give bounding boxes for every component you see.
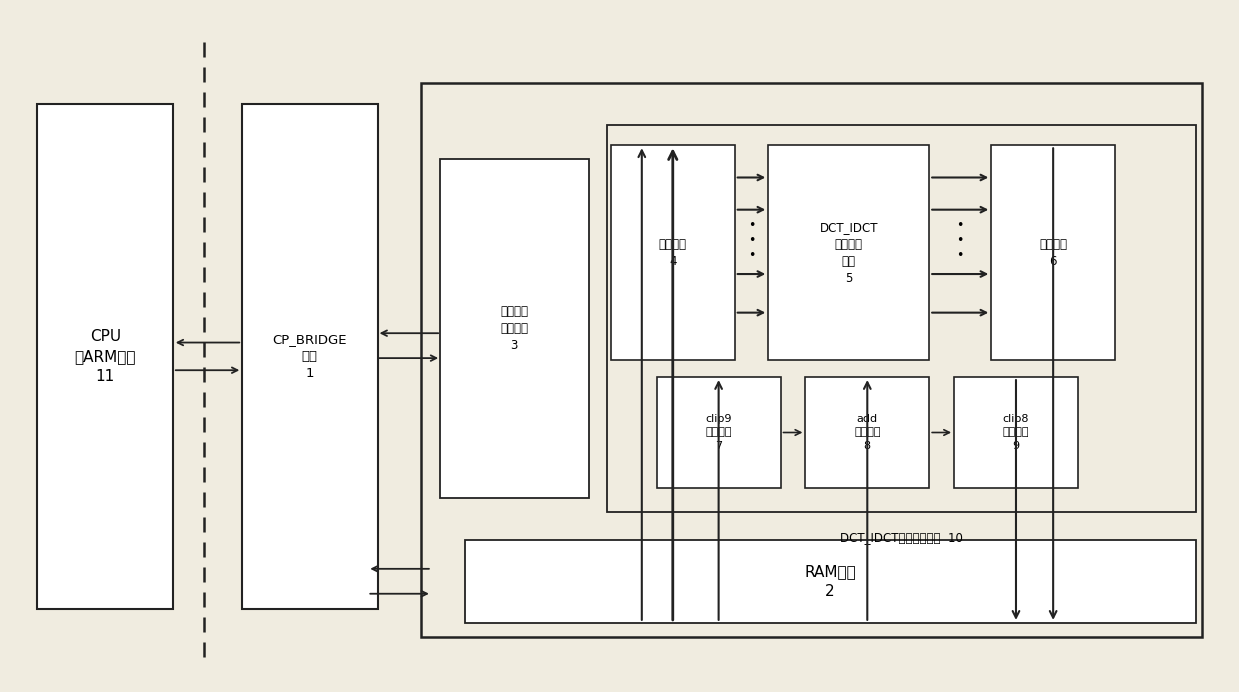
Bar bbox=[242, 104, 378, 609]
Bar bbox=[440, 159, 589, 498]
Bar bbox=[37, 104, 173, 609]
Text: RAM模块
2: RAM模块 2 bbox=[804, 564, 856, 599]
Text: clip8
运算模块
9: clip8 运算模块 9 bbox=[1002, 415, 1030, 450]
Text: add
运算模块
8: add 运算模块 8 bbox=[854, 415, 881, 450]
Text: DCT_IDCT二维运算模块  10: DCT_IDCT二维运算模块 10 bbox=[840, 531, 963, 545]
Text: •
•
•: • • • bbox=[748, 219, 755, 262]
Bar bbox=[421, 83, 1202, 637]
Bar bbox=[465, 540, 1196, 623]
Bar bbox=[611, 145, 735, 360]
Bar bbox=[991, 145, 1115, 360]
Bar bbox=[805, 377, 929, 488]
Bar bbox=[954, 377, 1078, 488]
Text: clip9
运算模块
7: clip9 运算模块 7 bbox=[705, 415, 732, 450]
Text: 输出缓存
6: 输出缓存 6 bbox=[1040, 237, 1067, 268]
Bar bbox=[768, 145, 929, 360]
Text: DCT_IDCT
一维运算
模块
5: DCT_IDCT 一维运算 模块 5 bbox=[819, 221, 878, 284]
Bar bbox=[607, 125, 1196, 512]
Text: 控制和状
态寄存器
3: 控制和状 态寄存器 3 bbox=[501, 305, 528, 352]
Text: CP_BRIDGE
模块
1: CP_BRIDGE 模块 1 bbox=[273, 333, 347, 380]
Text: •
•
•: • • • bbox=[957, 219, 964, 262]
Text: CPU
（ARM核）
11: CPU （ARM核） 11 bbox=[74, 329, 136, 383]
Bar bbox=[657, 377, 781, 488]
Text: 输入缓存
4: 输入缓存 4 bbox=[659, 237, 686, 268]
